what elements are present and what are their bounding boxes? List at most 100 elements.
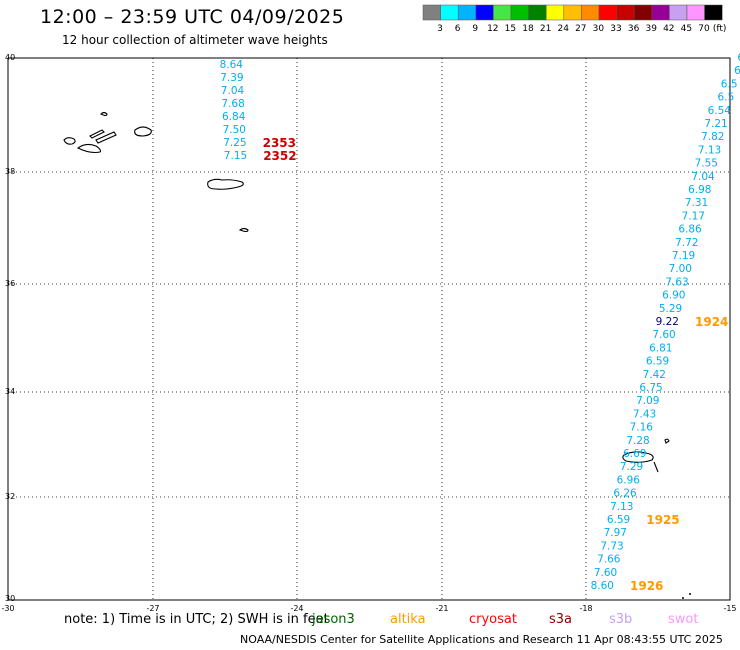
legend-label: 3 — [437, 24, 443, 34]
island-outline — [622, 451, 654, 463]
wave-height-value: 6.96 — [617, 474, 641, 486]
wave-height-value: 6.75 — [639, 382, 662, 394]
legend-label: (ft) — [713, 24, 727, 34]
mission-label-s3a: s3a — [549, 612, 573, 627]
wave-height-value: 6 — [737, 52, 740, 64]
legend-label: 70 — [698, 24, 710, 34]
longitude-label: -18 — [579, 604, 592, 613]
pass-time-label: 1926 — [630, 579, 663, 593]
latitude-label: 34 — [5, 387, 15, 396]
longitude-label: -15 — [723, 604, 736, 613]
legend-swatch — [422, 4, 441, 21]
track-east: 666.56.56.547.217.827.137.557.046.987.31… — [591, 52, 740, 593]
mission-label-swot: swot — [668, 612, 699, 627]
legend-label: 6 — [455, 24, 461, 34]
longitude-label: -30 — [1, 604, 14, 613]
legend-label: 27 — [575, 24, 586, 34]
legend-label: 12 — [487, 24, 498, 34]
wave-height-value: 7.60 — [594, 567, 617, 579]
legend-swatch — [493, 4, 512, 21]
legend-label: 18 — [522, 24, 534, 34]
mission-label-s3b: s3b — [609, 612, 633, 627]
latitude-label: 38 — [5, 167, 15, 176]
wave-height-value: 7.39 — [220, 72, 243, 84]
legend-swatch — [563, 4, 582, 21]
wave-height-value: 7.68 — [221, 98, 244, 110]
wave-height-value: 7.97 — [604, 527, 627, 539]
island-outline — [63, 137, 76, 145]
page-title: 12:00 – 23:59 UTC 04/09/2025 — [40, 6, 345, 28]
legend-swatch — [457, 4, 477, 21]
wave-height-value: 7.04 — [691, 171, 715, 183]
latitude-label: 40 — [5, 53, 15, 62]
island-outline — [134, 126, 152, 137]
wave-height-value: 9.22 — [656, 316, 679, 328]
legend-label: 21 — [540, 24, 551, 34]
legend-label: 42 — [663, 24, 674, 34]
wave-height-value: 6.59 — [607, 514, 630, 526]
legend-label: 33 — [610, 24, 621, 34]
wave-height-value: 7.50 — [223, 124, 246, 136]
island-outline — [89, 129, 105, 139]
legend-label: 9 — [472, 24, 478, 34]
wave-height-value: 6.81 — [649, 342, 672, 354]
wave-height-value: 7.04 — [221, 85, 245, 97]
wave-height-value: 7.42 — [643, 369, 666, 381]
legend-swatch — [545, 4, 565, 21]
wave-height-value: 7.28 — [626, 435, 649, 447]
legend-label: 39 — [645, 24, 657, 34]
legend-label: 45 — [681, 24, 692, 34]
latitude-label: 36 — [5, 279, 15, 288]
wave-height-value: 7.16 — [630, 422, 654, 434]
legend-swatch — [669, 4, 688, 21]
wave-height-value: 7.73 — [600, 540, 623, 552]
page-subtitle: 12 hour collection of altimeter wave hei… — [62, 33, 328, 47]
wave-height-value: 7.25 — [223, 137, 246, 149]
wave-height-value: 6.59 — [646, 356, 669, 368]
wave-height-value: 7.17 — [682, 210, 705, 222]
wave-height-value: 7.09 — [636, 395, 659, 407]
wave-height-value: 7.60 — [652, 329, 675, 341]
legend-label: 15 — [505, 24, 516, 34]
map-grid: 40 38 36 34 32 30-30 -27 -24 -21 -18 -15 — [1, 53, 736, 613]
mission-label-cryosat: cryosat — [469, 612, 517, 627]
island-outline — [95, 131, 117, 144]
color-legend: 3 6 9 12 15 18 21 24 27 30 33 36 39 42 45 70 (ft) — [422, 4, 727, 34]
legend-swatch — [633, 4, 653, 21]
wave-height-value: 6.69 — [623, 448, 646, 460]
legend-swatch — [686, 4, 705, 21]
island-outline — [653, 461, 659, 473]
wave-height-value: 5.29 — [659, 303, 682, 315]
wave-height-value: 7.13 — [698, 144, 721, 156]
wave-height-value: 7.13 — [610, 501, 633, 513]
pass-time-label: 2353 — [263, 136, 296, 150]
wave-height-value: 6.98 — [688, 184, 711, 196]
legend-swatch — [510, 4, 529, 21]
pass-time-label: 1925 — [646, 513, 679, 527]
longitude-label: -24 — [290, 604, 303, 613]
altimeter-tracks: 8.647.397.047.686.847.507.257.1523532352… — [220, 52, 740, 593]
latitude-label: 30 — [5, 594, 15, 603]
island-outline — [207, 178, 244, 190]
pass-time-label: 2352 — [263, 149, 296, 163]
wave-height-value: 6.84 — [222, 111, 246, 123]
latitude-label: 32 — [5, 492, 15, 501]
island-outline — [238, 227, 249, 233]
legend-swatch — [651, 4, 670, 21]
island-outline — [100, 111, 108, 117]
legend-swatch — [616, 4, 635, 21]
map-frame — [7, 57, 731, 601]
wave-height-value: 7.72 — [675, 237, 698, 249]
pass-time-label: 1924 — [695, 315, 728, 329]
legend-swatch — [581, 4, 600, 21]
legend-swatch — [528, 4, 547, 21]
island-outline — [664, 438, 670, 444]
wave-height-value: 7.66 — [597, 554, 621, 566]
wave-height-value: 7.21 — [704, 118, 727, 130]
wave-height-value: 7.55 — [695, 158, 718, 170]
wave-height-value: 7.15 — [224, 150, 247, 162]
wave-height-value: 6.26 — [613, 488, 637, 500]
credit-line: NOAA/NESDIS Center for Satellite Applica… — [240, 633, 723, 646]
wave-height-value: 7.00 — [669, 263, 692, 275]
